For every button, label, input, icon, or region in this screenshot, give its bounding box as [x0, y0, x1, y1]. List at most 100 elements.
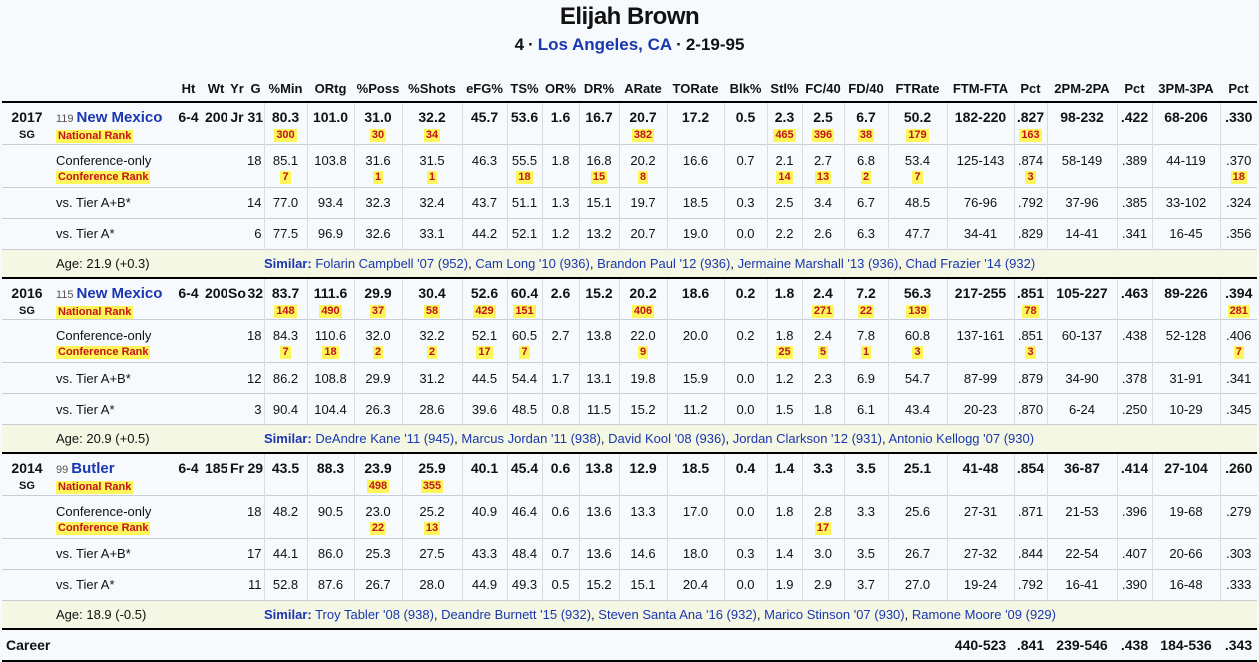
similar-player-link[interactable]: Antonio Kellogg '07 (930): [888, 431, 1035, 446]
position: SG: [19, 480, 35, 492]
weight: 200: [205, 276, 227, 320]
column-header: Pct: [1117, 75, 1152, 103]
stat-value: 2.4: [813, 284, 833, 301]
stat-cell: 111.6 490: [306, 276, 354, 320]
stat-cell: 10-29: [1151, 393, 1220, 425]
stat-rank: 3: [1025, 346, 1036, 359]
split-label-cell: Conference-only Conference Rank: [52, 494, 172, 538]
split-label: vs. Tier A*: [56, 226, 115, 241]
stat-cell: 2.7 13: [801, 143, 844, 187]
stat-rank: 5: [817, 346, 829, 359]
career-row: Career 440-523.841 239-546.438 184-536.343: [2, 627, 1257, 662]
stat-cell: 2.2: [766, 217, 802, 249]
similar-player-link[interactable]: Cam Long '10 (936): [475, 255, 590, 271]
stat-value: .341: [1226, 370, 1252, 386]
hometown-link[interactable]: Los Angeles, CA: [537, 35, 673, 54]
career-stat: .343: [1220, 627, 1257, 662]
stat-value: 12.9: [629, 460, 657, 476]
stat-cell: 19.0: [666, 217, 724, 249]
stat-value: 16-48: [1169, 577, 1203, 592]
stat-value: 3.3: [813, 460, 833, 476]
stat-value: 6.3: [856, 226, 876, 241]
stat-value: .407: [1121, 546, 1148, 561]
stat-value: 26.7: [904, 546, 931, 561]
similar-player-link[interactable]: Marcus Jordan '11 (938): [461, 431, 601, 446]
stat-cell: 36-87: [1046, 452, 1117, 495]
stat-rank: 34: [423, 129, 441, 142]
similar-player-link[interactable]: Ramone Moore '09 (929): [911, 606, 1056, 622]
stat-cell: 43.4: [887, 393, 947, 425]
stat-value: 32.2: [419, 328, 445, 343]
stat-value: 26.3: [365, 401, 391, 417]
stat-value: 18.0: [682, 546, 709, 561]
season-year: 2016: [11, 284, 43, 301]
stat-value: 48.2: [272, 503, 299, 519]
stat-value: 23.9: [364, 460, 392, 476]
stat-cell: 105-227: [1046, 276, 1117, 320]
similar-player-link[interactable]: Troy Tabler '08 (938): [315, 606, 434, 622]
team-link[interactable]: Butler: [71, 460, 115, 477]
split-label-cell: Conference-only Conference Rank: [52, 143, 172, 187]
column-header: 3PM-3PA: [1152, 75, 1220, 103]
similar-player-link[interactable]: DeAndre Kane '11 (945): [315, 431, 455, 446]
stat-cell: 101.0: [306, 101, 354, 144]
stat-cell: 28.0: [401, 568, 462, 600]
empty-cell: [2, 494, 52, 538]
similar-player-link[interactable]: Marico Stinson '07 (930): [764, 606, 905, 622]
career-stat: 184-536: [1152, 627, 1220, 662]
stat-cell: 13.8: [578, 319, 619, 363]
column-header: eFG%: [462, 75, 507, 103]
similar-player-link[interactable]: Steven Santa Ana '16 (932): [598, 606, 757, 622]
stat-value: 28.0: [419, 577, 445, 592]
similar-player-link[interactable]: Deandre Burnett '15 (932): [441, 606, 592, 622]
stat-cell: 0.0: [723, 393, 767, 425]
stat-cell: 0.8: [541, 393, 579, 425]
stat-cell: 31.6 1: [353, 143, 402, 187]
stat-value: 20-66: [1169, 546, 1203, 561]
empty-cell: [2, 319, 52, 363]
stat-value: 1.6: [550, 109, 571, 125]
stat-value: 52.1: [471, 328, 498, 343]
stat-value: 0.8: [551, 401, 570, 417]
stat-value: 2.3: [774, 109, 795, 125]
stat-value: 32.0: [365, 328, 391, 343]
team-link[interactable]: New Mexico: [76, 284, 163, 302]
stat-cell: .333: [1219, 568, 1257, 600]
stat-cell: .324: [1219, 186, 1257, 218]
class: Fr: [227, 452, 247, 495]
stat-cell: .345: [1219, 393, 1257, 425]
stat-cell: 21-53: [1046, 494, 1117, 538]
stat-cell: 3.0: [801, 537, 844, 569]
stat-cell: 90.5: [306, 494, 354, 538]
similar-player-link[interactable]: Jordan Clarkson '12 (931): [732, 431, 882, 446]
column-header: ARate: [619, 75, 667, 103]
list-separator: ,: [600, 431, 609, 446]
stat-cell: 51.1: [506, 186, 542, 218]
stat-value: .792: [1017, 577, 1044, 592]
similar-player-link[interactable]: Brandon Paul '12 (936): [597, 255, 731, 271]
stat-cell: 0.5: [723, 101, 767, 144]
stat-cell: 32.3: [353, 186, 402, 218]
team-cell: 115 New Mexico National Rank: [52, 276, 172, 320]
similar-player-link[interactable]: David Kool '08 (936): [608, 431, 726, 446]
similar-player-link[interactable]: Chad Frazier '14 (932): [905, 255, 1036, 271]
stat-value: 0.3: [736, 546, 755, 561]
stat-value: .874: [1017, 152, 1044, 168]
similar-player-link[interactable]: Jermaine Marshall '13 (936): [737, 255, 899, 271]
list-separator: ,: [725, 431, 733, 446]
similar-player-link[interactable]: Folarin Campbell '07 (952): [315, 255, 469, 271]
position: SG: [19, 129, 35, 141]
stat-cell: 2.4 271: [801, 276, 844, 320]
stat-cell: 87.6: [306, 568, 354, 600]
team-link[interactable]: New Mexico: [76, 109, 163, 126]
stat-value: 3.0: [813, 546, 833, 561]
split-row: vs. Tier A+B* 14 77.0 93.4 32.3 32.4 43.7 51.1 1…: [2, 186, 1257, 218]
class: Jr: [227, 101, 247, 144]
stat-value: 51.1: [511, 195, 538, 210]
list-separator: ,: [454, 431, 462, 446]
stat-cell: 1.9: [766, 568, 802, 600]
empty-cell: [2, 186, 52, 218]
stat-cell: 3.4: [801, 186, 844, 218]
stat-value: .792: [1017, 195, 1044, 210]
stat-value: 2.8: [813, 503, 833, 519]
